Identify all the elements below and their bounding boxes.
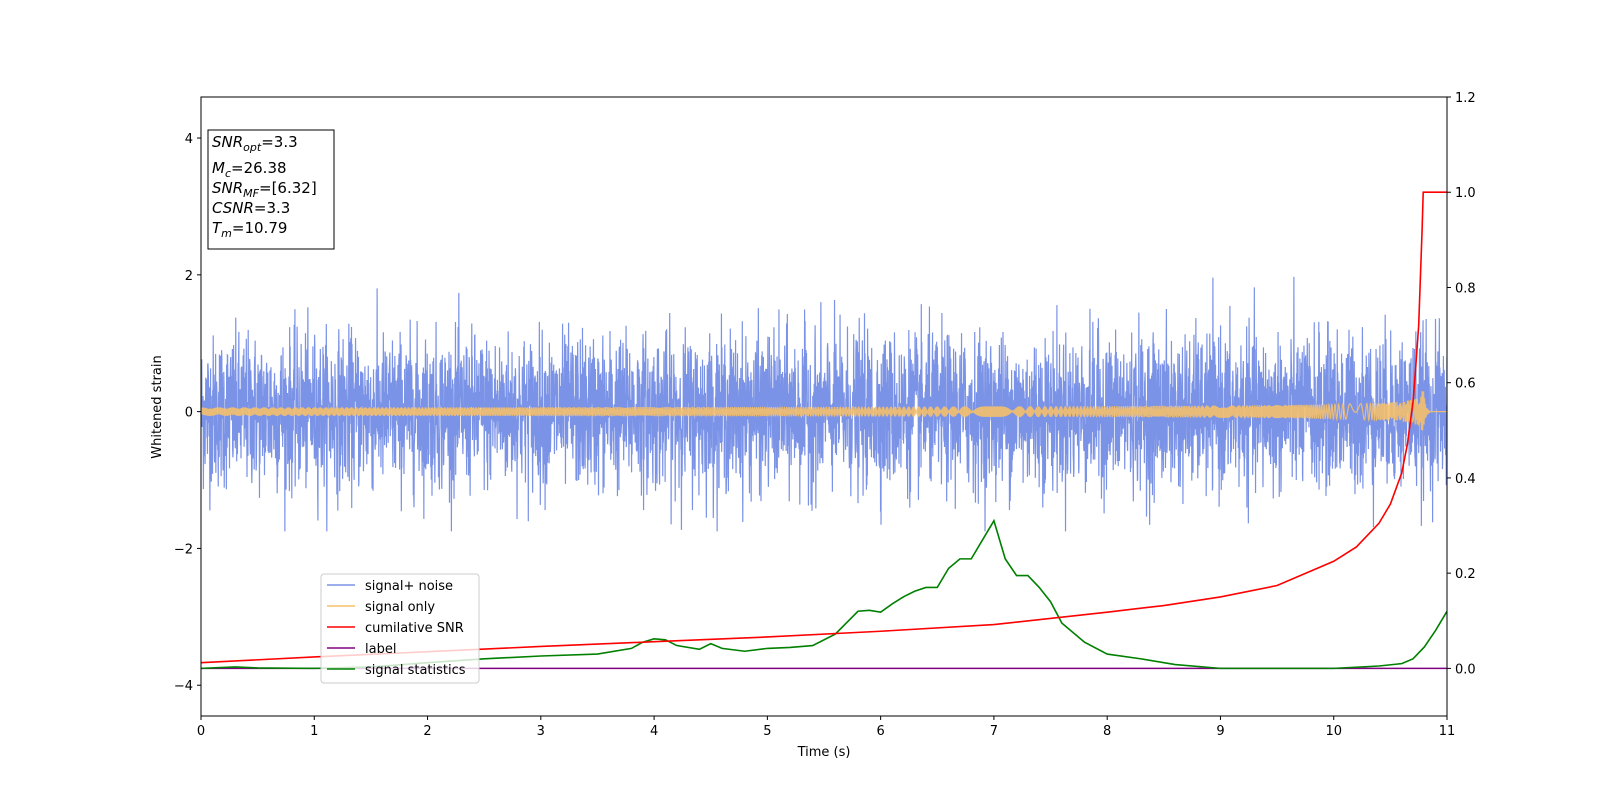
y-left-tick-label: 0	[185, 406, 193, 421]
annotation-line: SNRMF=[6.32]	[212, 179, 317, 200]
annotation-line: Tm=10.79	[212, 219, 287, 240]
x-tick-label: 7	[990, 724, 998, 739]
legend-label: signal only	[365, 600, 435, 615]
y-axis-label: Whitened strain	[150, 355, 165, 458]
annotation-line: CSNR=3.3	[212, 199, 290, 217]
y-right-tick-label: 0.2	[1455, 567, 1476, 582]
legend-label: signal+ noise	[365, 579, 453, 594]
annotation-line: Mc=26.38	[212, 159, 287, 180]
x-tick-label: 0	[197, 724, 205, 739]
series-signal-only	[201, 391, 1447, 431]
x-tick-label: 8	[1103, 724, 1111, 739]
x-tick-label: 11	[1439, 724, 1456, 739]
legend-label: label	[365, 642, 396, 657]
series-cumulative-snr	[201, 191, 1447, 664]
x-tick-label: 9	[1216, 724, 1224, 739]
x-tick-label: 3	[537, 724, 545, 739]
y-left-tick-label: 4	[185, 132, 193, 147]
legend: signal+ noise signal only cumilative SNR la…	[320, 573, 480, 684]
x-axis-label: Time (s)	[797, 745, 851, 760]
annotation-line: SNRopt=3.3	[212, 133, 298, 154]
y-right-tick-label: 0.8	[1455, 281, 1476, 296]
y-left-tick-label: 2	[185, 269, 193, 284]
legend-label: cumilative SNR	[365, 621, 464, 636]
x-tick-label: 6	[876, 724, 884, 739]
y-left-tick-label: −4	[174, 679, 193, 694]
x-tick-label: 4	[650, 724, 658, 739]
y-right-tick-label: 1.2	[1455, 91, 1476, 106]
x-tick-label: 1	[310, 724, 318, 739]
y-left-tick-label: −2	[174, 542, 193, 557]
series-signal-statistics	[201, 518, 1447, 670]
plot-frame	[200, 96, 1448, 717]
x-tick-label: 2	[423, 724, 431, 739]
x-axis: 0 1 2 3 4 5 6 7 8 9 10 11	[197, 716, 1455, 739]
y-right-tick-label: 1.0	[1455, 186, 1476, 201]
series-signal-noise	[201, 276, 1447, 532]
y-axis-left: 4 2 0 −2 −4	[174, 132, 201, 694]
legend-label: signal statistics	[365, 663, 466, 678]
y-right-tick-label: 0.4	[1455, 472, 1476, 487]
y-right-tick-label: 0.0	[1455, 662, 1476, 677]
y-axis-right: 1.2 1.0 0.8 0.6 0.4 0.2 0.0	[1447, 91, 1476, 677]
x-tick-label: 5	[763, 724, 771, 739]
x-tick-label: 10	[1325, 724, 1342, 739]
y-right-tick-label: 0.6	[1455, 377, 1476, 392]
